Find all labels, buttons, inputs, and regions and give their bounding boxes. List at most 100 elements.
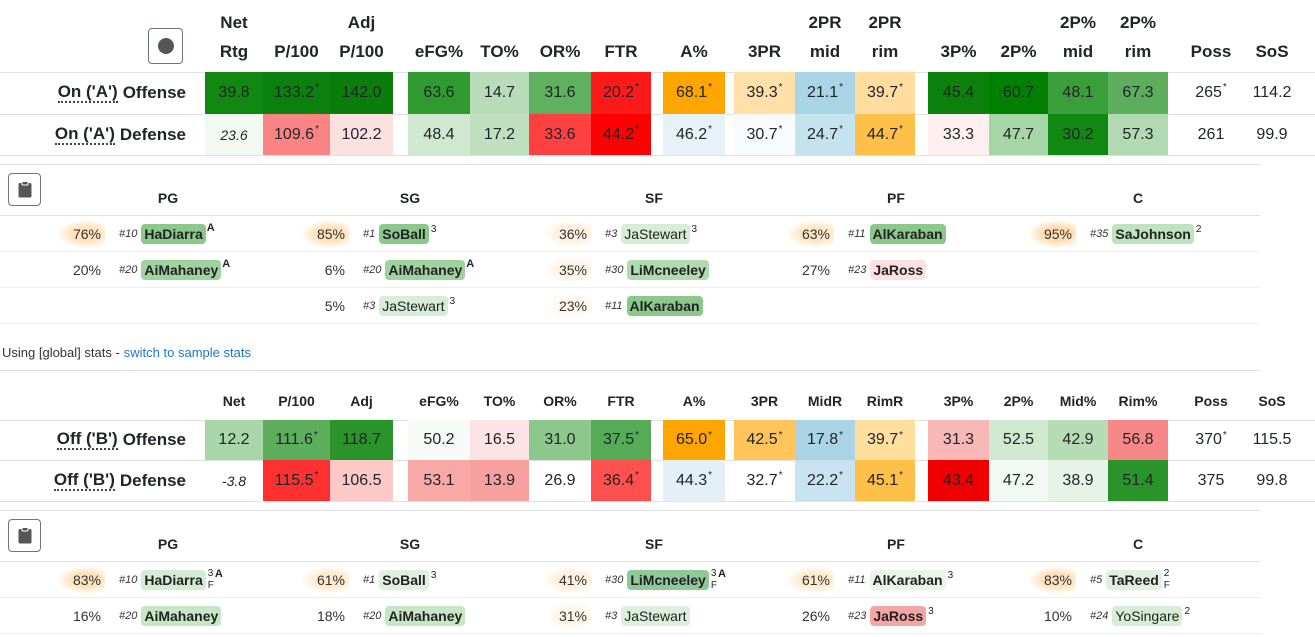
- stat-value: 22.2: [806, 471, 839, 489]
- header-bottom: 3P%: [940, 42, 977, 61]
- player-tags: 3: [431, 571, 437, 589]
- stat-cell: 51.4: [1108, 460, 1168, 501]
- stat-cell: 370 *: [1180, 420, 1242, 460]
- column-header: RimR: [849, 383, 921, 420]
- player-badge: JaRoss: [870, 260, 927, 280]
- row-label: On ('A') Defense: [0, 114, 186, 155]
- stat-flag: *: [899, 124, 904, 135]
- player-badge: AiMahaney: [385, 606, 466, 626]
- player-badge: JaStewart: [379, 296, 448, 316]
- stat-cell: 261: [1180, 114, 1242, 155]
- stat-value: 39.7: [866, 84, 899, 101]
- stat-flag: *: [635, 124, 640, 135]
- row-role: Defense: [119, 470, 186, 490]
- position-header: PG: [157, 536, 179, 552]
- lineup-entry: #20 AiMahaney A: [363, 252, 474, 288]
- column-header: 2P% rim: [1102, 0, 1174, 72]
- stat-flag: *: [635, 470, 640, 481]
- stat-value: 42.5: [746, 431, 778, 448]
- header-bottom: 2P%: [1000, 42, 1037, 61]
- clipboard-button[interactable]: [8, 173, 41, 206]
- lineup-entry: #35 SaJohnson 2: [1090, 216, 1201, 252]
- header-bottom: 2P%: [1003, 393, 1034, 409]
- position-header: C: [1132, 536, 1144, 552]
- row-role: Offense: [122, 430, 186, 449]
- stat-cell: 26.9: [529, 460, 591, 501]
- stat-cell: 42.5 *: [734, 420, 795, 460]
- player-badge: LiMcneeley: [627, 260, 709, 280]
- column-header: SoS: [1236, 0, 1308, 72]
- stat-value: 52.5: [1002, 431, 1035, 448]
- stat-value: 65.0: [675, 431, 708, 448]
- row-role: Offense: [122, 83, 186, 102]
- player-badge: SaJohnson: [1112, 224, 1194, 244]
- header-bottom: TO%: [480, 42, 519, 61]
- player-mark: A: [206, 222, 215, 234]
- stat-cell: 30.7 *: [734, 114, 795, 155]
- column-header: P/100: [257, 383, 336, 420]
- header-bottom: rim: [871, 42, 899, 61]
- player-sup: 3: [691, 224, 698, 235]
- stat-flag: *: [313, 430, 318, 441]
- player-badge: AlKaraban: [869, 224, 946, 244]
- clipboard-button[interactable]: [8, 519, 41, 552]
- player-number: #30: [605, 574, 624, 586]
- stat-flag: *: [778, 124, 783, 135]
- lineup-entry: #11 AlKaraban: [605, 288, 703, 324]
- column-header: SoS: [1236, 383, 1308, 420]
- stat-cell: 39.7 *: [855, 420, 915, 460]
- lineup-entry: #11 AlKaraban: [848, 216, 946, 252]
- column-header: 3PR: [728, 0, 801, 72]
- stat-cell: 67.3: [1108, 72, 1168, 114]
- toggle-button[interactable]: [148, 28, 183, 64]
- stat-cell: 45.4: [928, 72, 989, 114]
- column-header: Net Rtg: [199, 0, 269, 72]
- column-header: FTR: [585, 0, 657, 72]
- lineup-pct: 10%: [1043, 608, 1072, 624]
- stat-value: 39.7: [866, 431, 899, 448]
- stat-flag: *: [635, 82, 640, 93]
- lineup-entry: #10 HaDiarra 3 F A: [119, 562, 223, 598]
- note-text: Using [global] stats -: [2, 345, 120, 360]
- column-header: Net: [199, 383, 269, 420]
- player-number: #20: [119, 610, 138, 622]
- stat-value: 13.9: [483, 471, 516, 489]
- stat-value: 48.1: [1062, 84, 1094, 101]
- stat-flag: *: [708, 82, 713, 93]
- header-top: 2P%: [1120, 13, 1156, 32]
- lineup-pct: 83%: [1028, 566, 1076, 594]
- stat-value: 44.2: [602, 125, 635, 143]
- stat-value: 60.7: [1002, 84, 1035, 101]
- stat-flag: *: [778, 430, 783, 441]
- header-bottom: mid: [809, 42, 841, 61]
- header-bottom: Net: [222, 393, 246, 409]
- player-sub: F: [1163, 580, 1170, 591]
- player-sup: 2: [1195, 224, 1202, 235]
- stat-value: 30.7: [746, 125, 778, 143]
- column-header: 2P% mid: [1042, 0, 1114, 72]
- lineup-pct: 5%: [324, 298, 345, 314]
- player-number: #23: [848, 610, 867, 622]
- stat-value: 133.2: [274, 84, 315, 101]
- stat-flag: *: [708, 430, 713, 441]
- stat-cell: 44.7 *: [855, 114, 915, 155]
- header-bottom: 3P%: [943, 393, 974, 409]
- divider: [0, 323, 1260, 324]
- stat-cell: 118.7: [330, 420, 393, 460]
- column-header: 3P%: [922, 0, 995, 72]
- divider: [0, 114, 1315, 115]
- row-label: On ('A') Offense: [0, 72, 186, 114]
- note-link[interactable]: switch to sample stats: [123, 345, 251, 360]
- stat-cell: 21.1 *: [795, 72, 855, 114]
- lineup-entry: #23 JaRoss 3: [848, 598, 934, 634]
- column-header: eFG%: [402, 0, 476, 72]
- player-badge: LiMcneeley: [627, 570, 709, 590]
- stat-cell: 17.2: [470, 114, 529, 155]
- stat-value: 39.3: [746, 84, 778, 101]
- header-bottom: Poss: [1194, 393, 1228, 409]
- stat-flag: *: [839, 430, 844, 441]
- lineup-pct: 85%: [301, 220, 349, 248]
- column-header: 3P%: [922, 383, 995, 420]
